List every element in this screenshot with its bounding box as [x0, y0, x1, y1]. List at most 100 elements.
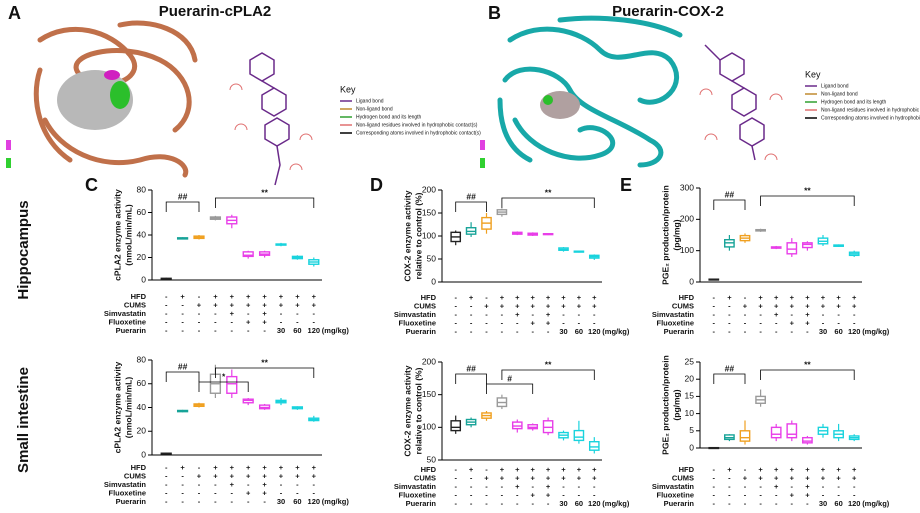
sig-bracket: [215, 197, 315, 208]
panel-letter: E: [620, 175, 632, 195]
group-cell: +: [515, 301, 520, 310]
group-cell: -: [454, 490, 457, 499]
group-cell: -: [231, 497, 234, 506]
group-row-label: CUMS: [414, 301, 436, 310]
group-cell: -: [713, 499, 716, 508]
group-cell: +: [592, 293, 597, 302]
key-title: Key: [340, 84, 356, 94]
group-cell: -: [501, 318, 504, 327]
sig-label: ##: [725, 189, 735, 199]
y-axis-label: (pg/mg): [671, 389, 681, 420]
group-cell: +: [821, 301, 826, 310]
group-row-label: Simvastatin: [104, 480, 147, 489]
group-cell: 120: [308, 326, 321, 335]
y-tick-label: 100: [422, 422, 436, 432]
color-scale: [480, 158, 485, 168]
group-cell: -: [198, 309, 201, 318]
group-cell: -: [759, 318, 762, 327]
group-cell: -: [296, 317, 299, 326]
group-cell: -: [713, 327, 716, 336]
group-cell: -: [280, 480, 283, 489]
sig-bracket: [486, 383, 534, 394]
group-cell: -: [214, 317, 217, 326]
group-row-label: CUMS: [672, 473, 694, 482]
sig-bracket: [760, 195, 855, 206]
key-item: Corresponding atoms involved in hydropho…: [821, 115, 920, 121]
group-cell: +: [577, 465, 582, 474]
group-cell: -: [247, 497, 250, 506]
y-tick-label: 100: [680, 245, 694, 255]
group-row-label: Fluoxetine: [398, 318, 436, 327]
group-cell: -: [485, 482, 488, 491]
group-cell: +: [515, 293, 520, 302]
sig-label: **: [804, 185, 811, 195]
group-cell: -: [263, 497, 266, 506]
group-cell: 30: [819, 327, 827, 336]
group-cell: +: [852, 301, 857, 310]
group-cell: +: [531, 473, 536, 482]
group-cell: -: [516, 318, 519, 327]
group-cell: -: [181, 326, 184, 335]
group-cell: +: [774, 310, 779, 319]
group-cell: -: [181, 497, 184, 506]
group-cell: +: [531, 465, 536, 474]
group-cell: -: [516, 499, 519, 508]
group-cell: -: [775, 318, 778, 327]
group-cell: -: [165, 292, 168, 301]
group-cell: -: [313, 309, 316, 318]
group-cell: +: [546, 465, 551, 474]
group-cell: -: [806, 327, 809, 336]
group-cell: +: [531, 293, 536, 302]
group-cell: +: [758, 465, 763, 474]
group-cell: -: [231, 317, 234, 326]
group-cell: -: [470, 318, 473, 327]
group-cell: +: [484, 301, 489, 310]
group-cell: +: [246, 471, 251, 480]
group-row-label: Puerarin: [116, 497, 147, 506]
dose-unit: (mg/kg): [602, 499, 630, 508]
group-cell: +: [805, 310, 810, 319]
group-cell: -: [454, 473, 457, 482]
group-cell: 60: [575, 327, 583, 336]
group-cell: -: [501, 490, 504, 499]
sig-label: *: [222, 371, 226, 381]
group-cell: -: [806, 499, 809, 508]
group-cell: +: [262, 471, 267, 480]
group-cell: -: [198, 480, 201, 489]
group-cell: +: [197, 471, 202, 480]
group-cell: -: [822, 490, 825, 499]
y-tick-label: 60: [137, 207, 147, 217]
group-cell: +: [246, 317, 251, 326]
group-cell: +: [577, 301, 582, 310]
group-cell: -: [713, 293, 716, 302]
group-row-label: Simvastatin: [652, 482, 695, 491]
dose-unit: (mg/kg): [602, 327, 630, 336]
group-cell: +: [790, 473, 795, 482]
group-cell: -: [313, 488, 316, 497]
group-cell: -: [454, 293, 457, 302]
group-cell: -: [578, 318, 581, 327]
group-cell: -: [501, 327, 504, 336]
group-cell: +: [246, 300, 251, 309]
sig-bracket: [501, 197, 595, 208]
y-tick-label: 200: [422, 184, 436, 194]
panel-letter: C: [85, 175, 98, 195]
group-cell: +: [531, 318, 536, 327]
group-cell: -: [485, 490, 488, 499]
group-cell: +: [312, 463, 317, 472]
group-cell: +: [758, 301, 763, 310]
box: [242, 251, 254, 258]
group-row-label: HFD: [131, 463, 147, 472]
sig-bracket: [501, 369, 595, 380]
group-cell: -: [713, 473, 716, 482]
group-cell: +: [805, 293, 810, 302]
sig-bracket: [165, 371, 200, 382]
y-tick-label: 150: [422, 389, 436, 399]
group-cell: -: [728, 310, 731, 319]
group-cell: -: [181, 471, 184, 480]
group-cell: +: [592, 465, 597, 474]
group-cell: +: [180, 292, 185, 301]
dose-unit: (mg/kg): [322, 497, 350, 506]
group-cell: +: [213, 463, 218, 472]
y-axis-label: COX-2 enzyme activity: [402, 190, 412, 281]
